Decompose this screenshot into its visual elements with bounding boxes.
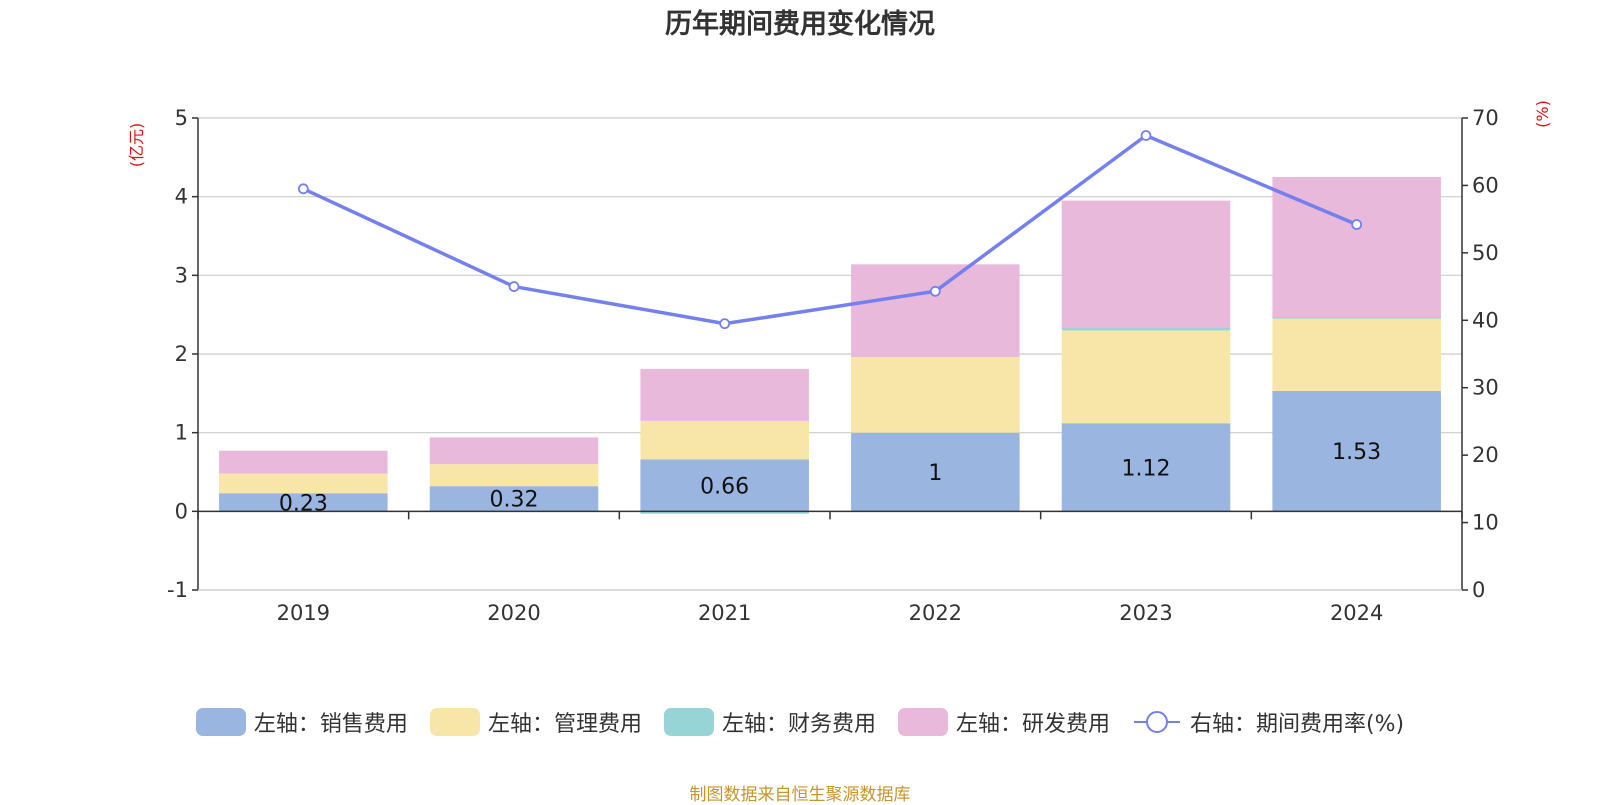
left-tick-label: -1 — [167, 578, 188, 602]
right-tick-label: 50 — [1472, 241, 1499, 265]
left-tick-label: 4 — [175, 185, 188, 209]
chart-title: 历年期间费用变化情况 — [665, 9, 935, 40]
right-tick-label: 10 — [1472, 511, 1499, 535]
rate-point-2019 — [297, 183, 309, 195]
right-tick-label: 60 — [1472, 173, 1499, 197]
axes: 2019 2020 2021 2022 2023 2024-101234501020304… — [167, 106, 1499, 625]
rate-point-2021 — [719, 318, 731, 330]
bar-1-2019 — [219, 473, 388, 494]
x-tick-label: 2022 — [909, 601, 962, 625]
rate-line-path — [302, 133, 1358, 326]
bar-2-2024 — [1272, 317, 1441, 319]
left-tick-label: 5 — [175, 106, 188, 130]
legend-line-marker-icon — [1133, 711, 1180, 733]
rate-point-2020 — [508, 281, 520, 292]
bar-0-2020 — [429, 486, 599, 512]
right-axis-unit: (%) — [1533, 100, 1552, 128]
legend-label-finance: 左轴：财务费用 — [721, 712, 876, 737]
x-tick-label: 2021 — [698, 601, 751, 625]
bar-3-2021 — [640, 368, 809, 421]
legend-label-sales: 左轴：销售费用 — [253, 712, 408, 737]
bar-3-2020 — [429, 437, 599, 465]
bar-3-2023 — [1061, 200, 1231, 329]
bar-3-2019 — [219, 450, 388, 474]
right-tick-label: 30 — [1472, 376, 1499, 400]
bar-0-2024 — [1272, 390, 1441, 512]
data-label: 1 — [928, 461, 942, 486]
bar-1-2020 — [429, 464, 599, 487]
bar-0-2022 — [851, 432, 1020, 512]
bar-1-2021 — [640, 420, 809, 460]
legend: 左轴：销售费用 左轴：管理费用 左轴：财务费用 左轴：研发费用 右轴：期间费用率… — [0, 706, 1600, 738]
legend-item-rnd[interactable]: 左轴：研发费用 — [897, 706, 1110, 738]
rate-point-2023 — [1140, 130, 1152, 141]
rate-point-2022 — [929, 285, 941, 297]
left-axis-unit: (亿元) — [127, 123, 146, 168]
legend-item-sales[interactable]: 左轴：销售费用 — [195, 706, 408, 738]
bar-1-2024 — [1272, 318, 1441, 391]
legend-swatch-sales — [195, 708, 246, 736]
legend-swatch-rnd — [897, 708, 948, 736]
left-tick-label: 1 — [175, 421, 188, 445]
rate-point-2024 — [1351, 219, 1363, 230]
left-tick-label: 3 — [175, 263, 188, 287]
bar-0-2021 — [640, 459, 809, 512]
data-label: 0.66 — [700, 474, 749, 499]
data-label: 1.12 — [1122, 456, 1171, 481]
right-tick-label: 0 — [1472, 578, 1485, 602]
legend-label-rate: 右轴：期间费用率(%) — [1189, 712, 1405, 737]
legend-swatch-finance — [663, 708, 714, 736]
bar-2-2021 — [640, 511, 809, 514]
bars — [219, 177, 1441, 514]
bar-1-2023 — [1061, 330, 1231, 424]
right-tick-label: 20 — [1472, 443, 1499, 467]
x-tick-label: 2019 — [277, 601, 330, 625]
data-labels: 0.23 0.32 0.66 1 1.12 1.53 — [279, 440, 1381, 516]
bar-3-2022 — [851, 264, 1020, 358]
left-tick-label: 0 — [175, 499, 188, 523]
rate-line — [297, 130, 1363, 330]
legend-item-finance[interactable]: 左轴：财务费用 — [663, 706, 876, 738]
bar-2-2023 — [1061, 328, 1231, 331]
right-tick-label: 40 — [1472, 308, 1499, 332]
legend-label-rnd: 左轴：研发费用 — [955, 712, 1110, 737]
left-tick-label: 2 — [175, 342, 188, 366]
legend-label-admin: 左轴：管理费用 — [487, 712, 642, 737]
x-tick-label: 2023 — [1119, 601, 1172, 625]
data-label: 1.53 — [1332, 440, 1381, 465]
source-note: 制图数据来自恒生聚源数据库 — [689, 785, 911, 805]
bar-0-2023 — [1061, 423, 1231, 512]
bar-1-2022 — [851, 357, 1020, 433]
x-tick-label: 2024 — [1330, 601, 1383, 625]
legend-item-admin[interactable]: 左轴：管理费用 — [429, 706, 642, 738]
legend-swatch-admin — [429, 708, 480, 736]
data-label: 0.23 — [279, 491, 328, 516]
data-label: 0.32 — [490, 488, 539, 513]
legend-item-rate[interactable]: 右轴：期间费用率(%) — [1132, 706, 1404, 738]
x-tick-label: 2020 — [487, 601, 540, 625]
bar-0-2019 — [219, 493, 388, 512]
right-tick-label: 70 — [1472, 106, 1499, 130]
